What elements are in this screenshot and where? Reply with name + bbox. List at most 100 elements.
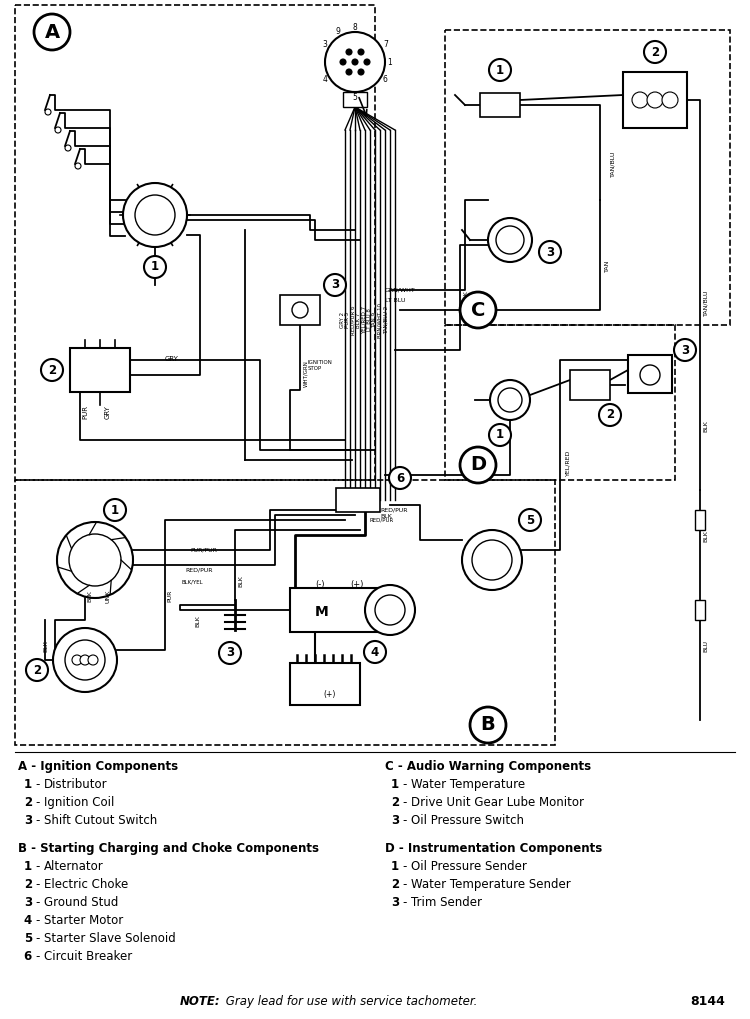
Text: GRY: GRY — [105, 405, 111, 419]
Text: LT BLU 8: LT BLU 8 — [367, 309, 372, 331]
Circle shape — [65, 145, 71, 151]
Circle shape — [375, 595, 405, 625]
Text: 2: 2 — [391, 878, 399, 891]
Circle shape — [640, 365, 660, 385]
Text: 3: 3 — [24, 896, 32, 909]
Text: BLK: BLK — [195, 615, 200, 627]
Text: -: - — [35, 932, 39, 945]
Text: RED/PUR: RED/PUR — [370, 518, 394, 523]
Text: GRY 2: GRY 2 — [340, 312, 344, 328]
Text: 3: 3 — [24, 814, 32, 827]
Text: YEL/RED: YEL/RED — [565, 450, 570, 476]
Text: (+): (+) — [324, 690, 336, 699]
Text: B - Starting Charging and Choke Components: B - Starting Charging and Choke Componen… — [18, 842, 319, 855]
Text: 5: 5 — [24, 932, 32, 945]
Circle shape — [462, 530, 522, 590]
Text: GRY: GRY — [165, 356, 178, 362]
Circle shape — [470, 707, 506, 743]
Text: 2: 2 — [24, 796, 32, 809]
Circle shape — [632, 92, 648, 108]
Text: M: M — [315, 605, 328, 619]
Bar — [343, 92, 367, 107]
Text: A - Ignition Components: A - Ignition Components — [18, 760, 178, 773]
Text: GRN/WHT: GRN/WHT — [385, 288, 416, 293]
Circle shape — [352, 59, 358, 65]
Text: -: - — [402, 814, 406, 827]
Text: PUR: PUR — [82, 405, 88, 419]
Circle shape — [41, 359, 63, 381]
Bar — [628, 355, 672, 393]
Circle shape — [389, 467, 411, 489]
Circle shape — [69, 534, 121, 586]
Circle shape — [324, 274, 346, 296]
Circle shape — [644, 41, 666, 63]
Circle shape — [88, 655, 98, 665]
Text: Ground Stud: Ground Stud — [44, 896, 118, 909]
Bar — [695, 510, 705, 530]
Circle shape — [219, 642, 241, 664]
Text: 1: 1 — [111, 503, 119, 517]
Bar — [15, 5, 375, 480]
Circle shape — [26, 659, 48, 681]
Bar — [445, 325, 675, 480]
Text: BLK: BLK — [87, 590, 92, 602]
Circle shape — [123, 183, 187, 247]
Text: Starter Slave Solenoid: Starter Slave Solenoid — [44, 932, 176, 945]
Text: BLK: BLK — [703, 420, 708, 432]
Text: 3: 3 — [226, 646, 234, 659]
Text: 1: 1 — [496, 63, 504, 76]
Circle shape — [539, 242, 561, 263]
Text: B: B — [481, 715, 495, 735]
Text: Shift Cutout Switch: Shift Cutout Switch — [44, 814, 158, 827]
Text: (+): (+) — [350, 580, 363, 589]
Circle shape — [104, 499, 126, 521]
Text: 2: 2 — [391, 796, 399, 809]
Text: IGNITION
STOP: IGNITION STOP — [308, 360, 333, 371]
Text: RED/PUR: RED/PUR — [380, 508, 407, 513]
Circle shape — [674, 339, 696, 361]
Circle shape — [340, 59, 346, 65]
Text: 3: 3 — [331, 278, 339, 291]
Text: BLK: BLK — [703, 530, 708, 542]
Circle shape — [346, 69, 352, 75]
Text: -: - — [35, 814, 39, 827]
Text: 3: 3 — [322, 40, 327, 49]
Text: 5: 5 — [352, 93, 358, 102]
Text: Starter Motor: Starter Motor — [44, 914, 123, 927]
Text: Gray lead for use with service tachometer.: Gray lead for use with service tachomete… — [222, 995, 477, 1008]
Circle shape — [358, 69, 364, 75]
Bar — [480, 93, 520, 117]
Text: Oil Pressure Switch: Oil Pressure Switch — [411, 814, 524, 827]
Text: PUR: PUR — [167, 590, 172, 602]
Circle shape — [72, 655, 82, 665]
Text: TAN: TAN — [605, 260, 610, 272]
Text: BLK: BLK — [43, 640, 48, 652]
Text: 6: 6 — [24, 950, 32, 963]
Text: 1: 1 — [24, 777, 32, 791]
Circle shape — [489, 59, 511, 81]
Circle shape — [45, 109, 51, 115]
Text: WHT/GRN: WHT/GRN — [303, 360, 308, 387]
Bar — [570, 370, 610, 400]
Text: 3: 3 — [391, 814, 399, 827]
Circle shape — [472, 540, 512, 580]
Circle shape — [144, 256, 166, 278]
Circle shape — [490, 380, 530, 420]
Circle shape — [599, 404, 621, 426]
Circle shape — [135, 195, 175, 235]
Circle shape — [57, 522, 133, 598]
Text: -: - — [402, 896, 406, 909]
Text: 1: 1 — [391, 860, 399, 873]
Circle shape — [55, 127, 61, 133]
Text: -: - — [35, 777, 39, 791]
Text: Distributor: Distributor — [44, 777, 108, 791]
Text: TAN/BLU: TAN/BLU — [703, 290, 708, 317]
Circle shape — [325, 32, 385, 92]
Circle shape — [489, 424, 511, 446]
Circle shape — [346, 49, 352, 55]
Text: Water Temperature: Water Temperature — [411, 777, 525, 791]
Text: 1: 1 — [391, 777, 399, 791]
Circle shape — [365, 585, 415, 635]
Text: C - Audio Warning Components: C - Audio Warning Components — [385, 760, 591, 773]
Text: 1: 1 — [151, 261, 159, 273]
